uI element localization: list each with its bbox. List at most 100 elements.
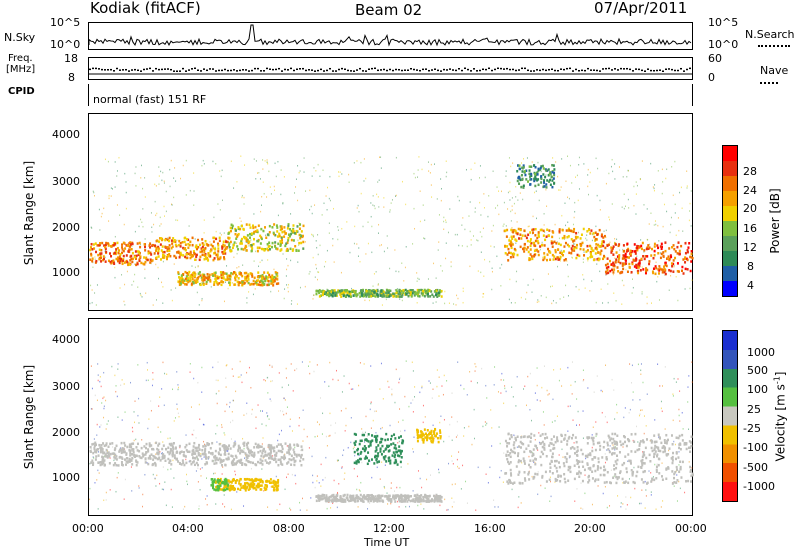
power-band-1-cell xyxy=(201,242,204,245)
nsearch-label: N.Search xyxy=(745,28,795,41)
vel-band-3-cell xyxy=(578,460,581,464)
vel-speckle xyxy=(199,488,201,491)
vel-band-0-cell xyxy=(253,451,256,455)
vel-band-0-cell xyxy=(157,452,160,456)
power-speckle xyxy=(378,179,380,181)
power-speckle xyxy=(462,290,464,293)
vel-band-3-cell xyxy=(587,481,590,484)
power-speckle xyxy=(359,260,361,263)
power-band-1-cell xyxy=(153,252,156,255)
vel-speckle xyxy=(412,490,414,492)
power-band-0-cell xyxy=(146,258,149,262)
power-band-2-cell xyxy=(240,224,243,228)
nave-point xyxy=(359,67,361,70)
vel-band-1-cell xyxy=(238,482,241,485)
power-band-1-cell xyxy=(226,240,229,244)
vel-band-0-cell xyxy=(289,443,292,446)
power-band-5-cell xyxy=(681,269,684,273)
power-band-6-cell xyxy=(406,289,409,293)
vel-band-0-cell xyxy=(92,461,95,465)
vel-band-3-cell xyxy=(546,436,549,439)
power-band-0-cell xyxy=(113,251,116,255)
power-band-0-cell xyxy=(104,260,107,263)
power-speckle xyxy=(510,220,512,222)
vel-speckle xyxy=(120,384,122,387)
power-band-3-cell xyxy=(266,271,269,274)
power-band-4-cell xyxy=(527,250,530,254)
vel-speckle xyxy=(632,399,634,401)
nave-point xyxy=(425,68,427,70)
power-speckle xyxy=(567,221,569,224)
power-band-3-cell xyxy=(191,273,194,277)
vel-band-0-cell xyxy=(300,463,303,467)
power-band-6-cell xyxy=(439,290,442,294)
power-band-3-cell xyxy=(272,284,275,287)
power-speckle xyxy=(422,204,424,206)
vel-speckle xyxy=(320,463,322,466)
vel-band-0-cell xyxy=(265,454,268,457)
vel-band-0-cell xyxy=(249,449,252,452)
power-band-4-cell xyxy=(574,235,577,239)
power-speckle xyxy=(201,297,203,300)
vel-band-3-cell xyxy=(606,443,609,447)
power-speckle xyxy=(283,176,285,178)
power-speckle xyxy=(614,163,616,165)
nave-point xyxy=(215,70,217,72)
power-band-4-cell xyxy=(515,239,518,242)
power-band-2-cell xyxy=(267,248,270,252)
nave-point xyxy=(338,68,340,71)
power-speckle xyxy=(496,186,498,188)
power-speckle xyxy=(462,217,464,219)
vel-speckle xyxy=(549,500,551,503)
power-band-0-cell xyxy=(91,257,94,260)
power-band-2-cell xyxy=(229,240,232,244)
nave-point xyxy=(224,68,226,71)
power-band-0-cell xyxy=(135,263,138,267)
vel-speckle xyxy=(130,466,132,468)
nave-point xyxy=(263,70,265,72)
power-speckle xyxy=(686,187,688,189)
vel-speckle xyxy=(512,396,514,398)
power-band-1-cell xyxy=(186,256,189,260)
vel-band-3-cell xyxy=(674,470,677,474)
vel-speckle xyxy=(321,433,323,435)
vel-band-0-cell xyxy=(260,454,263,458)
power-speckle xyxy=(631,292,633,294)
power-speckle xyxy=(383,250,385,253)
power-band-6-cell xyxy=(339,293,342,296)
vel-speckle xyxy=(673,485,675,487)
power-speckle xyxy=(363,158,365,160)
power-band-0-cell xyxy=(149,258,152,261)
vel-band-1-cell xyxy=(260,488,263,491)
power-band-1-cell xyxy=(194,258,197,262)
vel-band-3-cell xyxy=(678,446,681,450)
power-band-4-cell xyxy=(515,231,518,235)
power-band-1-cell xyxy=(200,247,203,250)
power-band-4-cell xyxy=(517,227,520,231)
power-band-3-cell xyxy=(203,278,206,282)
power-band-0-cell xyxy=(144,245,147,249)
vel-band-3-cell xyxy=(687,479,690,483)
power-speckle xyxy=(280,193,282,196)
vel-band-3-cell xyxy=(516,435,519,438)
power-speckle xyxy=(267,259,269,261)
power-speckle xyxy=(401,262,403,264)
vel-band-3-cell xyxy=(560,440,563,443)
power-band-2-cell xyxy=(278,234,281,238)
vel-speckle xyxy=(279,503,281,506)
power-speckle xyxy=(325,195,327,197)
vel-band-0-cell xyxy=(204,444,207,447)
vel-band-0-cell xyxy=(227,457,230,461)
vel-band-3-cell xyxy=(679,467,682,471)
power-band-0-cell xyxy=(104,243,107,247)
vel-band-0-cell xyxy=(106,451,109,455)
vel-band-3-cell xyxy=(510,474,513,477)
power-speckle xyxy=(96,284,98,286)
vel-band-0-cell xyxy=(99,446,102,450)
vel-band-0-cell xyxy=(267,452,270,456)
vel-speckle xyxy=(230,508,232,511)
vel-band-1-cell xyxy=(230,481,233,484)
power-speckle xyxy=(308,273,310,275)
power-speckle xyxy=(584,287,586,289)
power-speckle xyxy=(678,229,680,232)
